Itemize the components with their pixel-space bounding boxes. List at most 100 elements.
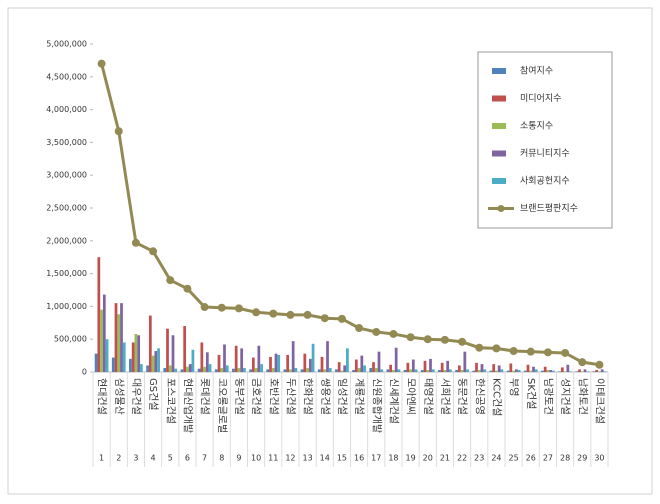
x-tick-label: 코오롱글로벌 (216, 378, 228, 433)
bar (541, 370, 544, 372)
bar (354, 359, 358, 372)
legend-label: 커뮤니티지수 (520, 148, 570, 159)
bar (188, 364, 192, 372)
bar (171, 335, 175, 372)
bar (495, 370, 498, 372)
rank-label: 14 (320, 454, 330, 463)
line-marker (440, 335, 449, 344)
bar (472, 370, 476, 372)
legend-label: 참여지수 (520, 65, 553, 77)
rank-label: 9 (236, 454, 241, 463)
bar (603, 371, 607, 372)
bar (214, 369, 218, 372)
bar (431, 369, 435, 372)
bar (426, 370, 430, 372)
bar (137, 335, 141, 372)
bar (225, 365, 229, 372)
bar (260, 364, 263, 372)
bar (140, 364, 143, 372)
bar (223, 344, 226, 372)
bar (598, 371, 601, 372)
bar (420, 370, 424, 372)
legend-label: 사회공헌지수 (520, 176, 570, 187)
x-tick-label: 신원종합개발 (370, 378, 382, 433)
rank-label: 16 (354, 454, 364, 463)
x-tick-label: 부영 (508, 378, 520, 396)
bar (249, 369, 252, 372)
x-tick-label: 현대건설 (96, 378, 108, 415)
bar (335, 369, 338, 372)
bar (372, 362, 375, 372)
rank-label: 27 (543, 454, 553, 463)
x-tick-label: 이테크건설 (593, 378, 605, 424)
y-tick-label: 4,500,000 (46, 72, 87, 81)
line-marker (149, 247, 158, 256)
line-marker (234, 304, 243, 313)
bar (320, 356, 324, 372)
rank-label: 25 (508, 454, 518, 463)
bar (94, 353, 98, 372)
bar (352, 370, 355, 372)
x-tick-label: 동부건설 (233, 378, 245, 415)
line-marker (423, 335, 432, 344)
legend-swatch (492, 95, 506, 102)
bar (492, 364, 496, 372)
line-marker (372, 327, 381, 336)
bar (475, 362, 478, 372)
y-tick-label: 2,500,000 (46, 204, 87, 213)
bar (151, 355, 155, 372)
x-tick-label: 대우건설 (130, 378, 142, 415)
y-tick-label: 0 (82, 368, 87, 377)
rank-label: 4 (151, 454, 156, 463)
chart-border (7, 7, 653, 495)
y-tick-label: 1,500,000 (46, 269, 87, 278)
y-tick-label: 3,500,000 (46, 138, 87, 147)
bar (346, 348, 349, 372)
bar (251, 357, 255, 372)
rank-label: 5 (168, 454, 173, 463)
bar (205, 352, 209, 372)
bar (446, 360, 450, 372)
line-marker (337, 314, 346, 323)
line-marker (269, 309, 278, 318)
bar (560, 367, 564, 372)
bar (455, 370, 458, 372)
x-tick-label: 호반건설 (267, 378, 279, 415)
bar (389, 364, 393, 372)
bar (163, 368, 167, 372)
bar (575, 371, 579, 372)
bar (460, 370, 464, 372)
bar (234, 345, 238, 372)
line-marker (492, 344, 501, 353)
bar (266, 369, 270, 372)
bar (105, 339, 109, 372)
bar (580, 371, 584, 372)
bar (271, 368, 275, 372)
bar (360, 355, 364, 372)
bar (114, 303, 118, 372)
bar (306, 368, 309, 372)
bar (300, 369, 304, 372)
bar (443, 370, 447, 372)
line-marker (458, 337, 467, 346)
bar (129, 358, 132, 372)
bar (122, 342, 126, 372)
bar (514, 369, 518, 372)
x-tick-label: 성지건설 (559, 378, 571, 415)
bar (489, 370, 493, 372)
legend-swatch (492, 68, 506, 74)
line-marker (183, 284, 192, 293)
bar (277, 354, 281, 372)
bar (512, 370, 515, 372)
line-marker (166, 276, 175, 285)
bar (328, 368, 332, 372)
bar (558, 371, 561, 372)
bar (237, 368, 241, 372)
bar (546, 370, 550, 372)
bar (317, 369, 321, 372)
y-tick-label: 5,000,000 (46, 40, 87, 49)
bar (563, 371, 567, 372)
x-tick-label: 현대산업개발 (181, 378, 194, 433)
line-marker (252, 308, 261, 317)
bar (595, 370, 599, 372)
